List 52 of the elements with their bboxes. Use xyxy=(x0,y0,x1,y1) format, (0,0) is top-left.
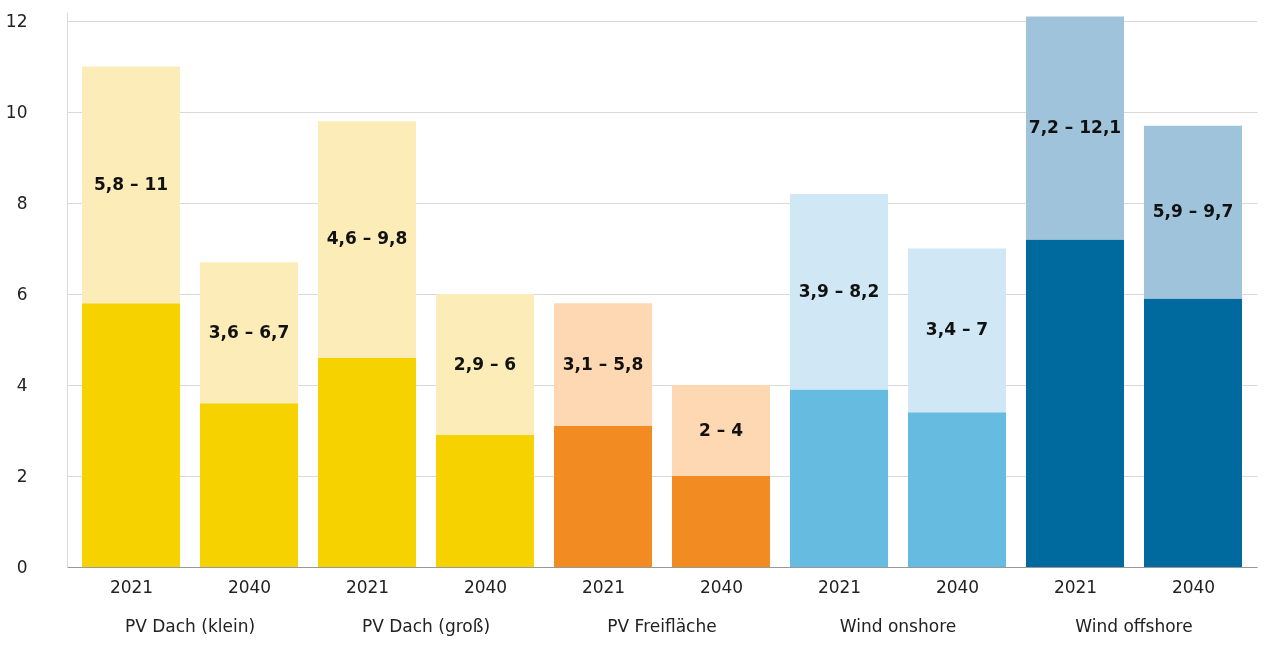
bar xyxy=(82,66,180,304)
x-tick-label: 2021 xyxy=(109,576,154,597)
annotation: 2,9 – 6 xyxy=(453,353,517,374)
x-tick-label: 2021 xyxy=(345,576,390,597)
bar xyxy=(908,248,1006,413)
bar xyxy=(1144,125,1242,299)
annotation: 3,9 – 8,2 xyxy=(798,280,880,301)
y-tick-label: 2 xyxy=(16,465,28,486)
annotation: 5,9 – 9,7 xyxy=(1152,201,1234,222)
text: PV Dach (klein) xyxy=(124,616,256,636)
x-tick-label: 2040 xyxy=(699,576,744,597)
annotation: 2 – 4 xyxy=(699,419,744,440)
bar xyxy=(790,389,888,567)
annotation: 5,8 – 11 xyxy=(93,173,169,194)
bar xyxy=(1144,298,1242,567)
bar xyxy=(1026,239,1124,567)
annotation: 3,1 – 5,8 xyxy=(562,353,644,374)
annotation: 4,6 – 9,8 xyxy=(326,228,408,249)
bar xyxy=(790,193,888,390)
x-tick-label: 2040 xyxy=(1171,576,1216,597)
bar xyxy=(672,385,770,477)
bar xyxy=(908,412,1006,567)
bar xyxy=(554,303,652,426)
bar xyxy=(1026,16,1124,240)
bar xyxy=(436,294,534,436)
bar xyxy=(200,403,298,567)
annotation: 7,2 – 12,1 xyxy=(1028,117,1122,137)
text: Wind offshore xyxy=(1075,616,1193,636)
text: PV Freifläche xyxy=(607,616,717,636)
y-tick-label: 8 xyxy=(16,192,28,213)
x-tick-label: 2021 xyxy=(581,576,626,597)
y-tick-label: 0 xyxy=(16,556,28,577)
bar xyxy=(82,303,180,567)
x-tick-label: 2021 xyxy=(817,576,862,597)
text: Wind onshore xyxy=(839,616,957,636)
bar xyxy=(318,121,416,358)
text: PV Dach (groß) xyxy=(361,616,491,636)
y-tick-label: 4 xyxy=(16,374,28,395)
bar xyxy=(318,357,416,567)
x-tick-label: 2040 xyxy=(227,576,272,597)
annotation: 3,6 – 6,7 xyxy=(208,321,290,342)
y-tick-label: 10 xyxy=(5,101,28,122)
y-tick-label: 12 xyxy=(5,10,28,31)
y-tick-label: 6 xyxy=(16,283,28,304)
bar xyxy=(200,262,298,404)
bar xyxy=(436,435,534,567)
x-tick-label: 2040 xyxy=(935,576,980,597)
x-tick-label: 2021 xyxy=(1053,576,1098,597)
x-tick-label: 2040 xyxy=(463,576,508,597)
bar xyxy=(554,425,652,567)
bar xyxy=(672,476,770,567)
annotation: 3,4 – 7 xyxy=(925,319,989,340)
